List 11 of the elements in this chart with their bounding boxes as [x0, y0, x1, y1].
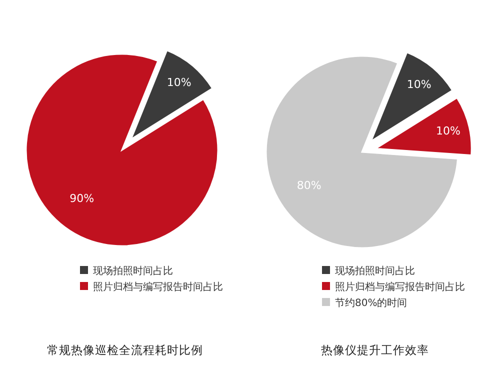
data-label: 10% — [406, 78, 432, 91]
data-label: 10% — [166, 76, 192, 89]
legend-label: 照片归档与编写报告时间占比 — [93, 281, 223, 293]
data-label: 10% — [436, 124, 460, 138]
data-label: 90% — [70, 192, 94, 205]
text: 热像仪提升工作效率 — [321, 343, 429, 357]
legend-label: 现场拍照时间占比 — [93, 265, 173, 277]
legend-label: 节约80%的时间 — [335, 297, 408, 309]
legend-label: 照片归档与编写报告时间占比 — [335, 281, 465, 293]
legend-label: 现场拍照时间占比 — [335, 265, 415, 277]
text: 常规热像巡检全流程耗时比例 — [47, 343, 203, 357]
